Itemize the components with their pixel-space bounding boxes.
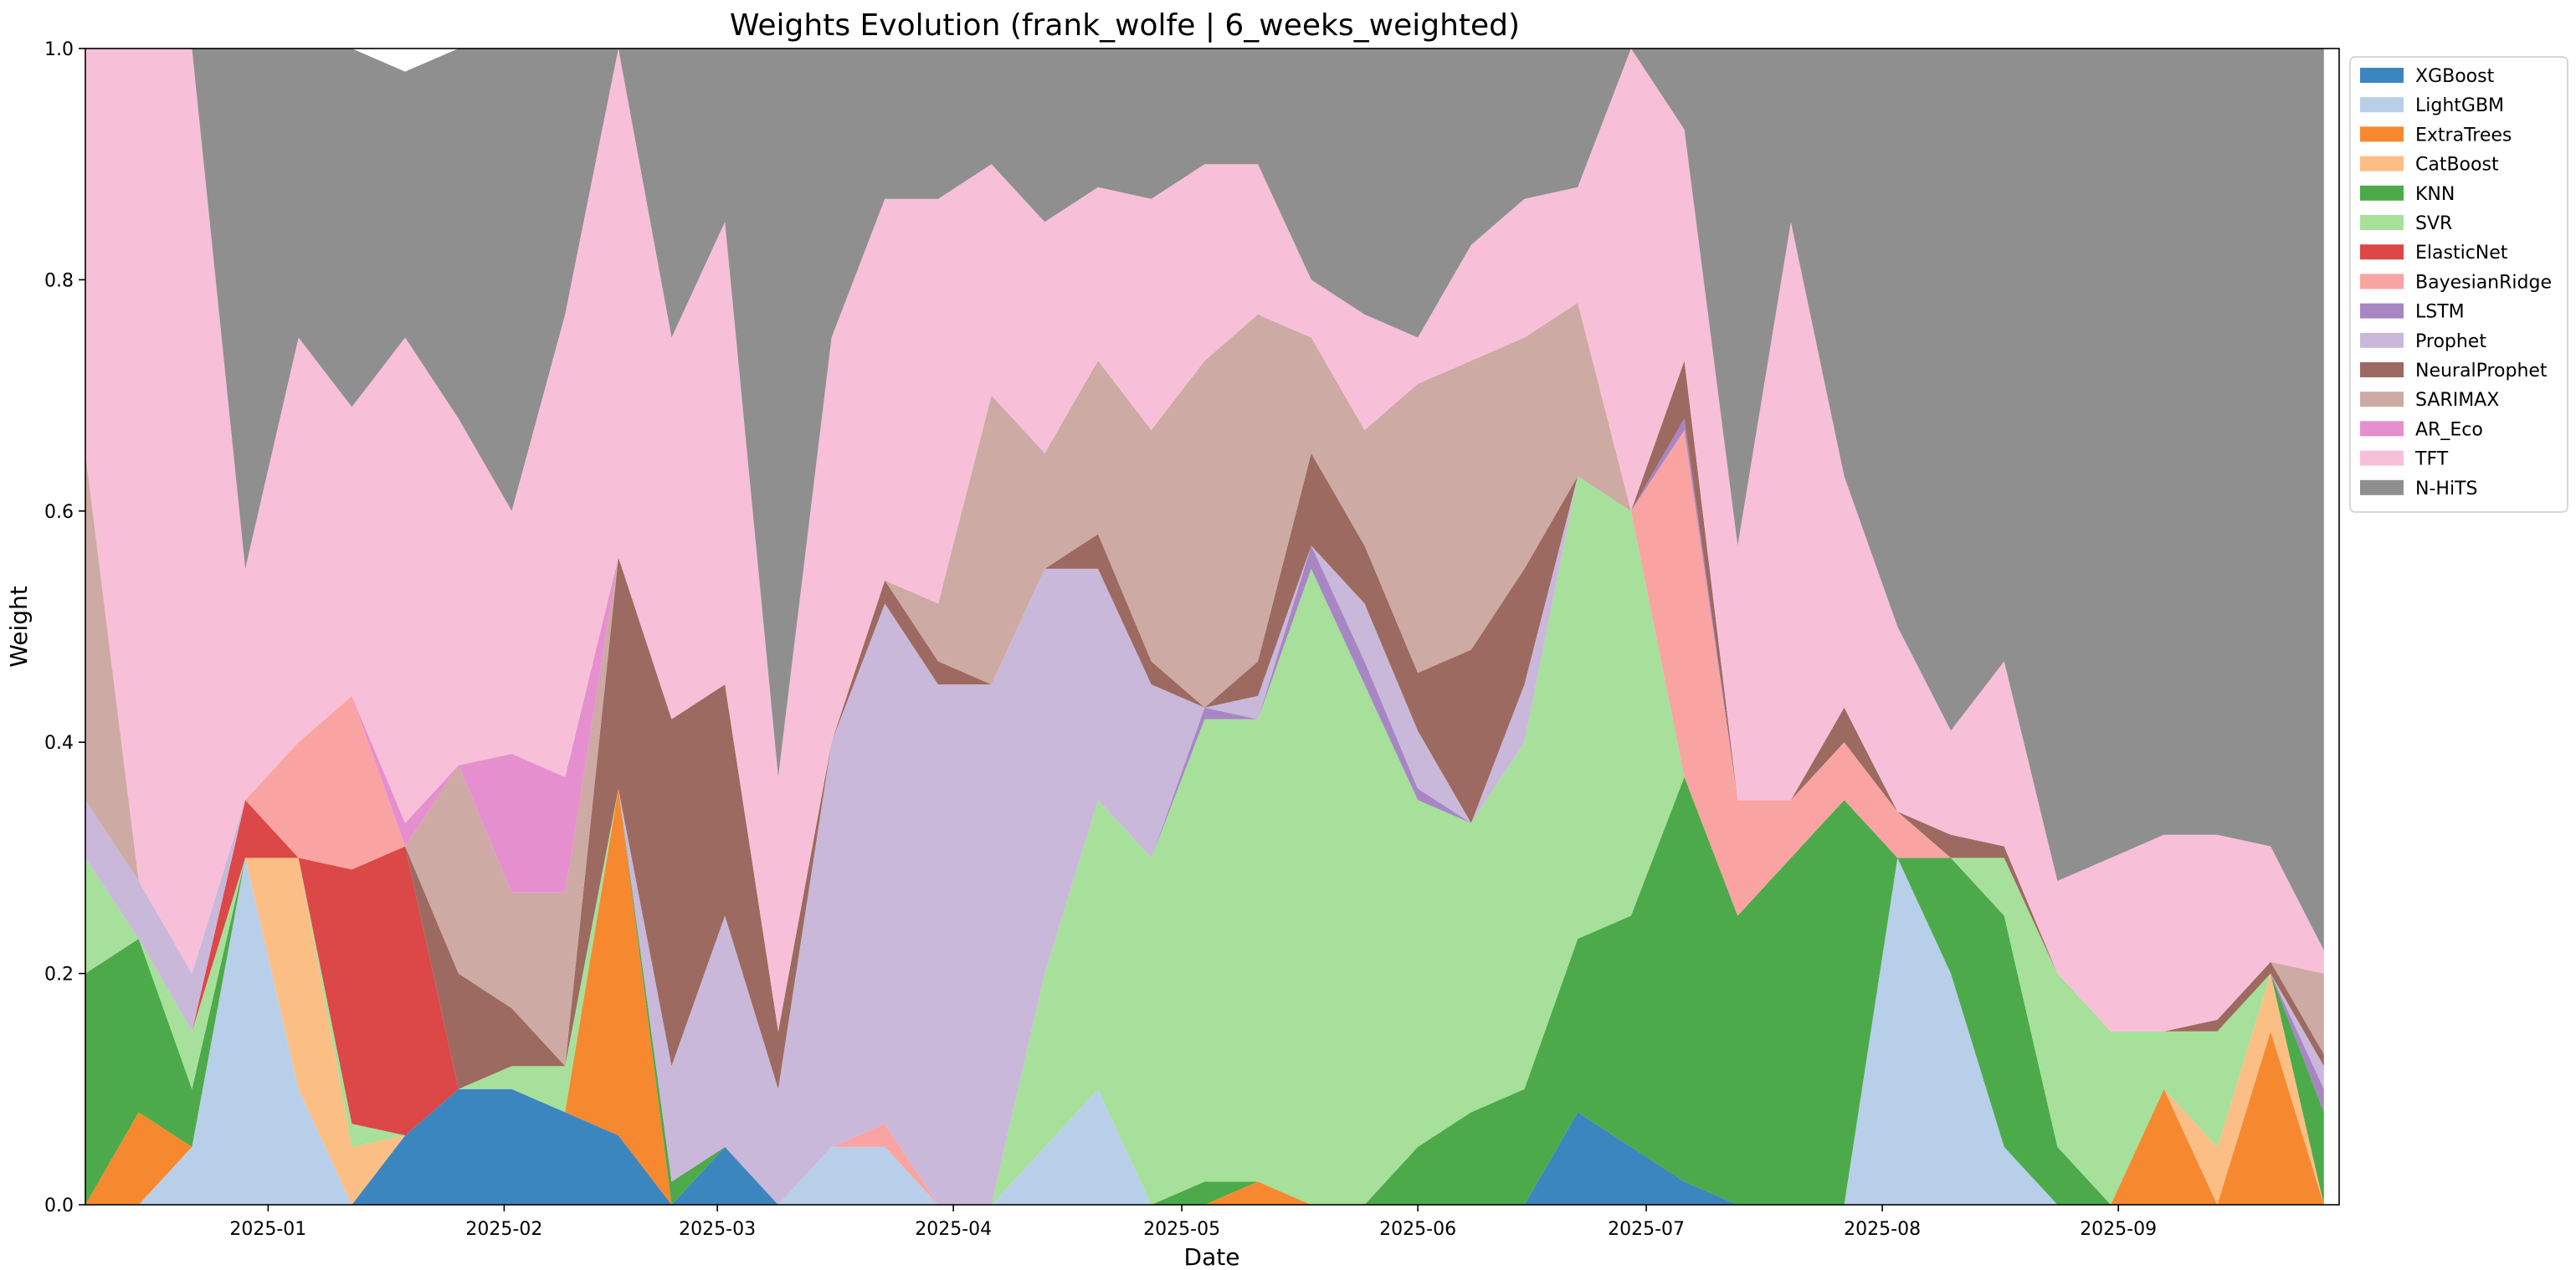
legend-swatch	[2360, 362, 2404, 377]
area-bayesianridge	[85, 430, 2324, 1205]
area-sarimax	[85, 303, 2324, 1067]
x-tick-label: 2025-06	[1379, 1219, 1456, 1240]
legend-label: CatBoost	[2415, 155, 2499, 176]
legend-swatch	[2360, 332, 2404, 348]
legend-swatch	[2360, 392, 2404, 407]
legend-swatch	[2360, 274, 2404, 289]
legend-label: LightGBM	[2415, 95, 2504, 116]
legend-swatch	[2360, 421, 2404, 437]
legend-label: TFT	[2414, 449, 2449, 470]
area-knn	[85, 776, 2324, 1205]
legend-swatch	[2360, 244, 2404, 260]
y-tick-label: 0.2	[44, 965, 74, 986]
legend-swatch	[2360, 450, 2404, 466]
plot-frame	[85, 48, 2340, 1206]
y-axis-label: Weight	[5, 586, 33, 668]
x-axis-label: Date	[1184, 1243, 1240, 1270]
area-svr	[85, 476, 2324, 1205]
legend-label: AR_Eco	[2415, 419, 2483, 440]
x-tick-label: 2025-09	[2080, 1219, 2157, 1240]
y-tick-label: 0.8	[44, 270, 74, 291]
y-tick-label: 0.4	[44, 733, 74, 754]
legend-label: BayesianRidge	[2415, 272, 2552, 293]
area-n-hits	[85, 49, 2324, 950]
y-axis: 0.0 0.2 0.4 0.6 0.8 1.0	[44, 39, 85, 1216]
legend-swatch	[2360, 215, 2404, 230]
legend-swatch	[2360, 303, 2404, 319]
legend-label: ElasticNet	[2415, 243, 2508, 264]
legend-label: NeuralProphet	[2415, 361, 2548, 382]
x-tick-label: 2025-04	[915, 1219, 992, 1240]
x-tick-label: 2025-02	[465, 1219, 542, 1240]
area-neuralprophet	[85, 361, 2324, 1089]
legend-swatch	[2360, 156, 2404, 172]
legend-swatch	[2360, 479, 2404, 495]
legend-label: SARIMAX	[2415, 390, 2499, 411]
x-tick-label: 2025-01	[229, 1219, 306, 1240]
x-tick-label: 2025-03	[679, 1219, 756, 1240]
legend-swatch	[2360, 126, 2404, 142]
area-lightgbm	[85, 858, 2324, 1205]
legend-swatch	[2360, 68, 2404, 83]
legend-label: KNN	[2415, 184, 2455, 205]
y-tick-label: 0.0	[44, 1196, 74, 1216]
area-tft	[85, 49, 2324, 1032]
x-tick-label: 2025-05	[1143, 1219, 1220, 1240]
y-tick-label: 0.6	[44, 502, 74, 523]
legend-box	[2349, 56, 2568, 513]
x-axis: 2025-01 2025-02 2025-03 2025-04 2025-05 2025-…	[229, 1205, 2157, 1240]
x-tick-label: 2025-08	[1844, 1219, 1921, 1240]
legend: XGBoost LightGBM ExtraTrees CatBoost KNN SVR E…	[2349, 56, 2568, 513]
legend-label: Prophet	[2415, 331, 2486, 352]
legend-label: XGBoost	[2415, 66, 2495, 87]
x-tick-label: 2025-07	[1608, 1219, 1685, 1240]
legend-label: N-HiTS	[2415, 479, 2477, 499]
legend-swatch	[2360, 185, 2404, 201]
legend-label: LSTM	[2415, 302, 2465, 323]
legend-label: ExtraTrees	[2415, 125, 2512, 146]
area-xgboost	[85, 1088, 2324, 1205]
chart-title: Weights Evolution (frank_wolfe | 6_weeks…	[730, 8, 1520, 43]
legend-swatch	[2360, 97, 2404, 113]
y-tick-label: 1.0	[44, 39, 74, 60]
legend-label: SVR	[2415, 213, 2452, 234]
area-extratrees	[85, 788, 2324, 1205]
stacked-areas	[85, 49, 2324, 1205]
